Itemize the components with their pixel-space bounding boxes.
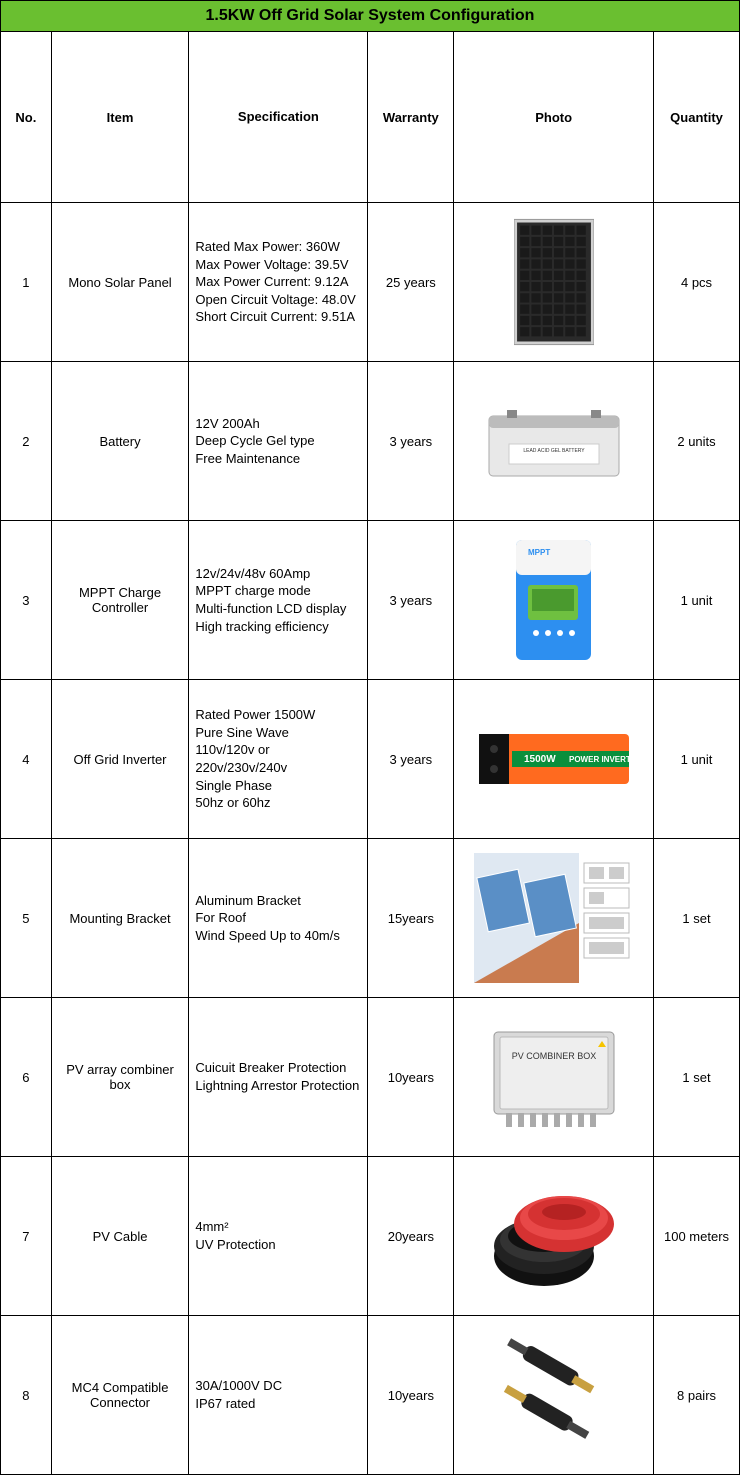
- cell-photo: [454, 1157, 654, 1316]
- config-table: 1.5KW Off Grid Solar System Configuratio…: [0, 0, 740, 1475]
- photo-combiner: PV COMBINER BOX: [460, 1007, 647, 1147]
- cell-warranty: 15years: [368, 839, 454, 998]
- table-row: 7 PV Cable 4mm² UV Protection 20years 10…: [1, 1157, 740, 1316]
- photo-controller: MPPT: [460, 530, 647, 670]
- cell-no: 2: [1, 362, 52, 521]
- cell-item: MC4 Compatible Connector: [51, 1316, 189, 1475]
- cell-spec: Rated Power 1500W Pure Sine Wave 110v/12…: [189, 680, 368, 839]
- cell-item: Mono Solar Panel: [51, 203, 189, 362]
- cell-warranty: 3 years: [368, 680, 454, 839]
- cell-spec: 12V 200Ah Deep Cycle Gel type Free Maint…: [189, 362, 368, 521]
- cell-photo: 1500W POWER INVERTER: [454, 680, 654, 839]
- photo-cable: [460, 1166, 647, 1306]
- cell-spec: 30A/1000V DC IP67 rated: [189, 1316, 368, 1475]
- title-row: 1.5KW Off Grid Solar System Configuratio…: [1, 1, 740, 32]
- svg-text:LEAD ACID GEL BATTERY: LEAD ACID GEL BATTERY: [523, 448, 585, 454]
- col-header-no: No.: [1, 32, 52, 203]
- table-title: 1.5KW Off Grid Solar System Configuratio…: [1, 1, 740, 32]
- photo-inverter: 1500W POWER INVERTER: [460, 689, 647, 829]
- cell-no: 7: [1, 1157, 52, 1316]
- cell-no: 5: [1, 839, 52, 998]
- svg-text:1500W: 1500W: [524, 754, 556, 765]
- cell-warranty: 10years: [368, 1316, 454, 1475]
- cell-warranty: 25 years: [368, 203, 454, 362]
- cell-item: Mounting Bracket: [51, 839, 189, 998]
- cell-item: Battery: [51, 362, 189, 521]
- cell-no: 4: [1, 680, 52, 839]
- svg-text:POWER INVERTER: POWER INVERTER: [569, 755, 634, 764]
- cell-warranty: 10years: [368, 998, 454, 1157]
- photo-mc4: [460, 1325, 647, 1465]
- photo-solar-panel: [460, 212, 647, 352]
- cell-item: MPPT Charge Controller: [51, 521, 189, 680]
- col-header-warranty: Warranty: [368, 32, 454, 203]
- table-row: 5 Mounting Bracket Aluminum Bracket For …: [1, 839, 740, 998]
- cell-item: Off Grid Inverter: [51, 680, 189, 839]
- cell-photo: MPPT: [454, 521, 654, 680]
- cell-no: 1: [1, 203, 52, 362]
- cell-no: 6: [1, 998, 52, 1157]
- cell-qty: 1 set: [654, 839, 740, 998]
- cell-warranty: 3 years: [368, 362, 454, 521]
- cell-no: 3: [1, 521, 52, 680]
- photo-mounting: [460, 848, 647, 988]
- cell-photo: [454, 839, 654, 998]
- header-row: No. Item Specification Warranty Photo Qu…: [1, 32, 740, 203]
- cell-qty: 100 meters: [654, 1157, 740, 1316]
- cell-spec: 4mm² UV Protection: [189, 1157, 368, 1316]
- table-row: 4 Off Grid Inverter Rated Power 1500W Pu…: [1, 680, 740, 839]
- table-row: 3 MPPT Charge Controller 12v/24v/48v 60A…: [1, 521, 740, 680]
- cell-qty: 8 pairs: [654, 1316, 740, 1475]
- cell-warranty: 20years: [368, 1157, 454, 1316]
- cell-photo: [454, 1316, 654, 1475]
- table-row: 2 Battery 12V 200Ah Deep Cycle Gel type …: [1, 362, 740, 521]
- cell-warranty: 3 years: [368, 521, 454, 680]
- col-header-item: Item: [51, 32, 189, 203]
- table-row: 1 Mono Solar Panel Rated Max Power: 360W…: [1, 203, 740, 362]
- cell-spec: Rated Max Power: 360W Max Power Voltage:…: [189, 203, 368, 362]
- col-header-photo: Photo: [454, 32, 654, 203]
- svg-text:PV COMBINER BOX: PV COMBINER BOX: [511, 1051, 596, 1061]
- table-row: 6 PV array combiner box Cuicuit Breaker …: [1, 998, 740, 1157]
- cell-item: PV array combiner box: [51, 998, 189, 1157]
- svg-text:MPPT: MPPT: [528, 548, 550, 557]
- table-row: 8 MC4 Compatible Connector 30A/1000V DC …: [1, 1316, 740, 1475]
- cell-qty: 1 unit: [654, 521, 740, 680]
- cell-item: PV Cable: [51, 1157, 189, 1316]
- col-header-qty: Quantity: [654, 32, 740, 203]
- cell-no: 8: [1, 1316, 52, 1475]
- col-header-spec: Specification: [189, 32, 368, 203]
- cell-spec: Cuicuit Breaker Protection Lightning Arr…: [189, 998, 368, 1157]
- cell-spec: 12v/24v/48v 60Amp MPPT charge mode Multi…: [189, 521, 368, 680]
- cell-photo: [454, 203, 654, 362]
- photo-battery: LEAD ACID GEL BATTERY: [460, 371, 647, 511]
- cell-spec: Aluminum Bracket For Roof Wind Speed Up …: [189, 839, 368, 998]
- cell-qty: 2 units: [654, 362, 740, 521]
- cell-qty: 1 set: [654, 998, 740, 1157]
- cell-qty: 4 pcs: [654, 203, 740, 362]
- cell-photo: LEAD ACID GEL BATTERY: [454, 362, 654, 521]
- cell-photo: PV COMBINER BOX: [454, 998, 654, 1157]
- cell-qty: 1 unit: [654, 680, 740, 839]
